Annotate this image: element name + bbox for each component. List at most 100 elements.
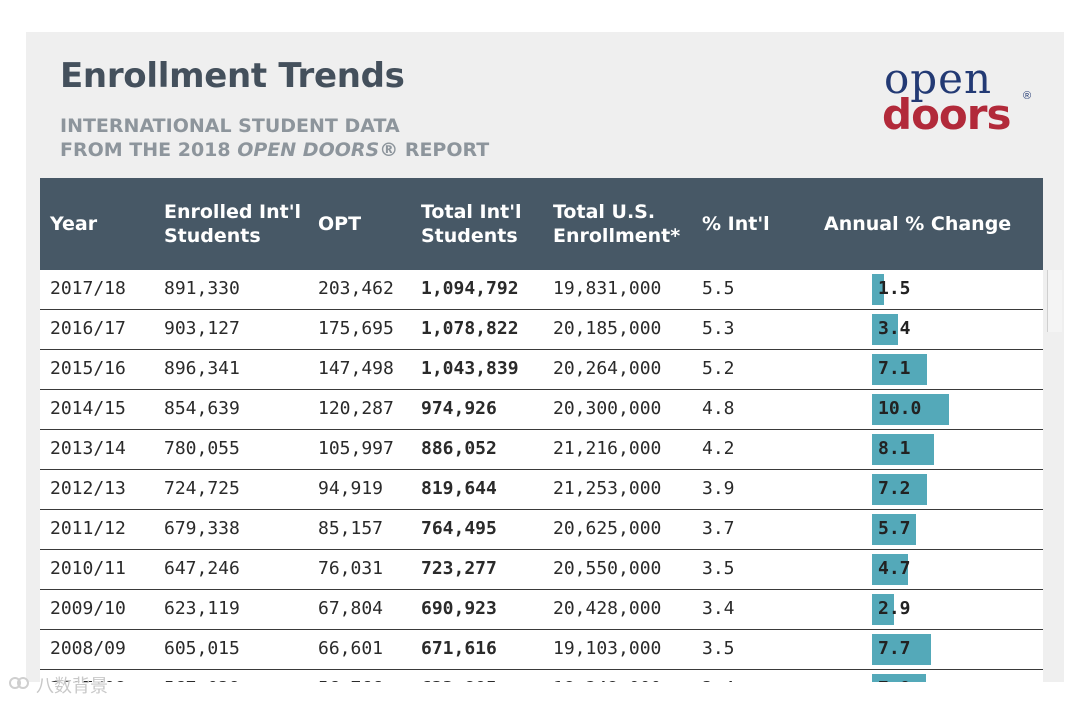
cell-enrolled: 891,330	[164, 278, 240, 299]
cell-opt: 105,997	[318, 438, 394, 459]
change-bar	[872, 314, 899, 345]
open-doors-logo: open doors ®	[878, 54, 1038, 150]
cell-enrolled: 724,725	[164, 478, 240, 499]
header-annual-change: Annual % Change	[824, 213, 1012, 235]
cell-total-us: 19,103,000	[553, 638, 662, 659]
change-bar	[872, 594, 895, 625]
change-bar-label: 10.0	[878, 398, 922, 419]
cell-total-us: 20,428,000	[553, 598, 662, 619]
cell-total-us: 20,300,000	[553, 398, 662, 419]
logo-word-doors: doors	[882, 90, 1011, 139]
cell-enrolled: 647,246	[164, 558, 240, 579]
cell-total-us: 19,831,000	[553, 278, 662, 299]
cell-year: 2008/09	[50, 638, 126, 659]
cell-year: 2010/11	[50, 558, 126, 579]
header-opt: OPT	[318, 213, 362, 235]
header-year: Year	[50, 213, 98, 235]
enrollment-table: Year Enrolled Int'l Students OPT Total In…	[40, 178, 1043, 682]
table-row: 2011/12 679,338 85,157 764,495 20,625,000 3.7…	[40, 510, 1043, 550]
cell-year: 2009/10	[50, 598, 126, 619]
cell-pct-intl: 3.9	[702, 478, 735, 499]
cell-year: 2011/12	[50, 518, 126, 539]
table-row: 2014/15 854,639 120,287 974,926 20,300,000 4.…	[40, 390, 1043, 430]
header-total-intl: Total Int'l Students	[421, 201, 522, 247]
cell-total-us: 18,248,000	[553, 670, 661, 682]
cell-enrolled: 605,015	[164, 638, 240, 659]
watermark: 八数背景	[8, 674, 108, 700]
cell-total-intl: 723,277	[421, 558, 497, 579]
change-bar-label: 5.7	[878, 518, 911, 539]
cell-opt: 203,462	[318, 278, 394, 299]
change-bar	[872, 434, 935, 465]
cell-year: 2014/15	[50, 398, 126, 419]
table-row: 2013/14 780,055 105,997 886,052 21,216,000 4.…	[40, 430, 1043, 470]
change-bar-label: 8.1	[878, 438, 911, 459]
cell-total-us: 20,625,000	[553, 518, 662, 539]
cell-pct-intl: 3.4	[702, 670, 735, 682]
cell-enrolled: 903,127	[164, 318, 240, 339]
header-enrolled: Enrolled Int'l Students	[164, 201, 302, 247]
cell-pct-intl: 4.8	[702, 398, 735, 419]
cell-opt: 175,695	[318, 318, 394, 339]
table-row: 2010/11 647,246 76,031 723,277 20,550,000 3.5…	[40, 550, 1043, 590]
page-title: Enrollment Trends	[60, 56, 405, 96]
scrollbar-edge[interactable]	[1047, 270, 1062, 332]
cell-year: 2007/08	[50, 670, 126, 682]
change-bar	[872, 554, 909, 585]
change-bar	[872, 274, 884, 305]
logo-registered-mark: ®	[1023, 90, 1032, 102]
change-bar-label: 3.4	[878, 318, 911, 339]
cell-year: 2017/18	[50, 278, 126, 299]
cell-enrolled: 896,341	[164, 358, 240, 379]
cell-total-intl: 1,078,822	[421, 318, 519, 339]
cell-opt: 85,157	[318, 518, 384, 539]
subtitle-line-2: FROM THE 2018 OPEN DOORS® REPORT	[60, 138, 489, 162]
cell-total-intl: 690,923	[421, 598, 497, 619]
subtitle-prefix: FROM THE 2018	[60, 139, 238, 161]
table-row: 2015/16 896,341 147,498 1,043,839 20,264,000…	[40, 350, 1043, 390]
change-bar-label: 2.9	[878, 598, 911, 619]
cell-total-intl: 1,094,792	[421, 278, 519, 299]
table-row: 2016/17 903,127 175,695 1,078,822 20,185,000…	[40, 310, 1043, 350]
cell-year: 2012/13	[50, 478, 126, 499]
watermark-text: 八数背景	[36, 676, 108, 697]
cell-opt: 147,498	[318, 358, 394, 379]
cell-year: 2016/17	[50, 318, 126, 339]
change-bar-label: 7.0	[878, 670, 911, 682]
subtitle-line-1: INTERNATIONAL STUDENT DATA	[60, 115, 400, 137]
cell-total-intl: 671,616	[421, 638, 497, 659]
cell-pct-intl: 4.2	[702, 438, 735, 459]
cell-pct-intl: 3.7	[702, 518, 735, 539]
cell-enrolled: 567,039	[164, 670, 240, 682]
table-row: 2008/09 605,015 66,601 671,616 19,103,000 3.5…	[40, 630, 1043, 670]
table-header: Year Enrolled Int'l Students OPT Total In…	[40, 178, 1043, 270]
cell-total-us: 20,550,000	[553, 558, 662, 579]
cell-total-intl: 819,644	[421, 478, 497, 499]
cell-pct-intl: 3.5	[702, 558, 735, 579]
cell-opt: 76,031	[318, 558, 384, 579]
table-row: 2009/10 623,119 67,804 690,923 20,428,000 3.4…	[40, 590, 1043, 630]
cell-total-us: 21,253,000	[553, 478, 662, 499]
cell-total-us: 20,264,000	[553, 358, 662, 379]
cell-opt: 56,766	[318, 670, 383, 682]
change-bar-label: 7.7	[878, 638, 911, 659]
cell-total-intl: 623,805	[421, 670, 497, 682]
header-pct-intl: % Int'l	[702, 213, 770, 235]
change-bar-label: 7.2	[878, 478, 911, 499]
cell-year: 2015/16	[50, 358, 126, 379]
cell-pct-intl: 3.5	[702, 638, 735, 659]
change-bar	[872, 634, 932, 665]
enrollment-card: Enrollment Trends INTERNATIONAL STUDENT …	[26, 32, 1064, 682]
cell-opt: 120,287	[318, 398, 394, 419]
cell-enrolled: 780,055	[164, 438, 240, 459]
subtitle-suffix: ® REPORT	[379, 139, 490, 161]
change-bar	[872, 394, 949, 425]
logo-icon	[8, 674, 36, 700]
cell-opt: 66,601	[318, 638, 384, 659]
cell-enrolled: 679,338	[164, 518, 240, 539]
cell-pct-intl: 3.4	[702, 598, 735, 619]
cell-opt: 94,919	[318, 478, 384, 499]
change-bar	[872, 514, 916, 545]
subtitle: INTERNATIONAL STUDENT DATA FROM THE 2018…	[60, 114, 489, 162]
cell-year: 2013/14	[50, 438, 126, 459]
